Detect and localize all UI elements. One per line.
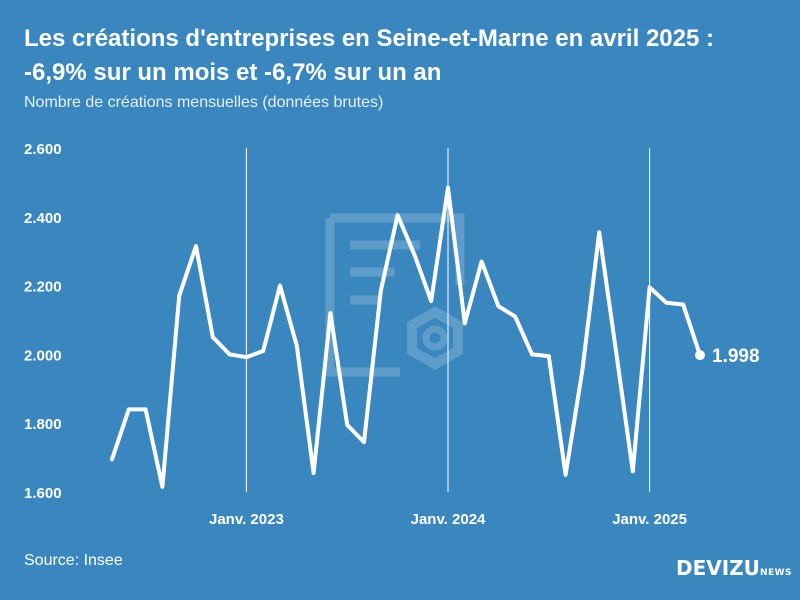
source-note: Source: Insee xyxy=(24,552,123,569)
last-value-label: 1.998 xyxy=(712,346,760,367)
chart-title-line-2: -6,9% sur un mois et -6,7% sur un an xyxy=(24,59,442,86)
last-point-marker xyxy=(695,350,705,361)
y-tick-label: 1.800 xyxy=(24,416,62,433)
y-tick-label: 2.000 xyxy=(24,347,62,364)
chart-title: Les créations d'entreprises en Seine-et-… xyxy=(24,22,784,90)
year-markers: Janv. 2023 Janv. 2024 Janv. 2025 xyxy=(209,148,687,528)
brand-logo: DEVIZUNEWS xyxy=(676,556,792,580)
brand-main: DEVIZU xyxy=(676,556,760,580)
series-line xyxy=(110,185,702,489)
x-tick-label: Janv. 2025 xyxy=(612,511,687,528)
y-tick-label: 2.400 xyxy=(24,210,62,227)
x-tick-label: Janv. 2023 xyxy=(209,511,284,528)
chart-title-line-1: Les créations d'entreprises en Seine-et-… xyxy=(24,25,714,52)
chart-subtitle: Nombre de créations mensuelles (données … xyxy=(24,94,384,111)
brand-sub: NEWS xyxy=(759,568,793,578)
series-group: 1.998 xyxy=(110,185,760,489)
y-tick-label: 1.600 xyxy=(24,485,62,502)
x-tick-label: Janv. 2024 xyxy=(411,511,486,528)
y-tick-label: 2.200 xyxy=(24,279,62,296)
watermark-logo-icon xyxy=(325,213,465,377)
y-axis: 1.600 1.800 2.000 2.200 2.400 2.600 xyxy=(24,141,62,502)
y-tick-label: 2.600 xyxy=(24,141,62,158)
